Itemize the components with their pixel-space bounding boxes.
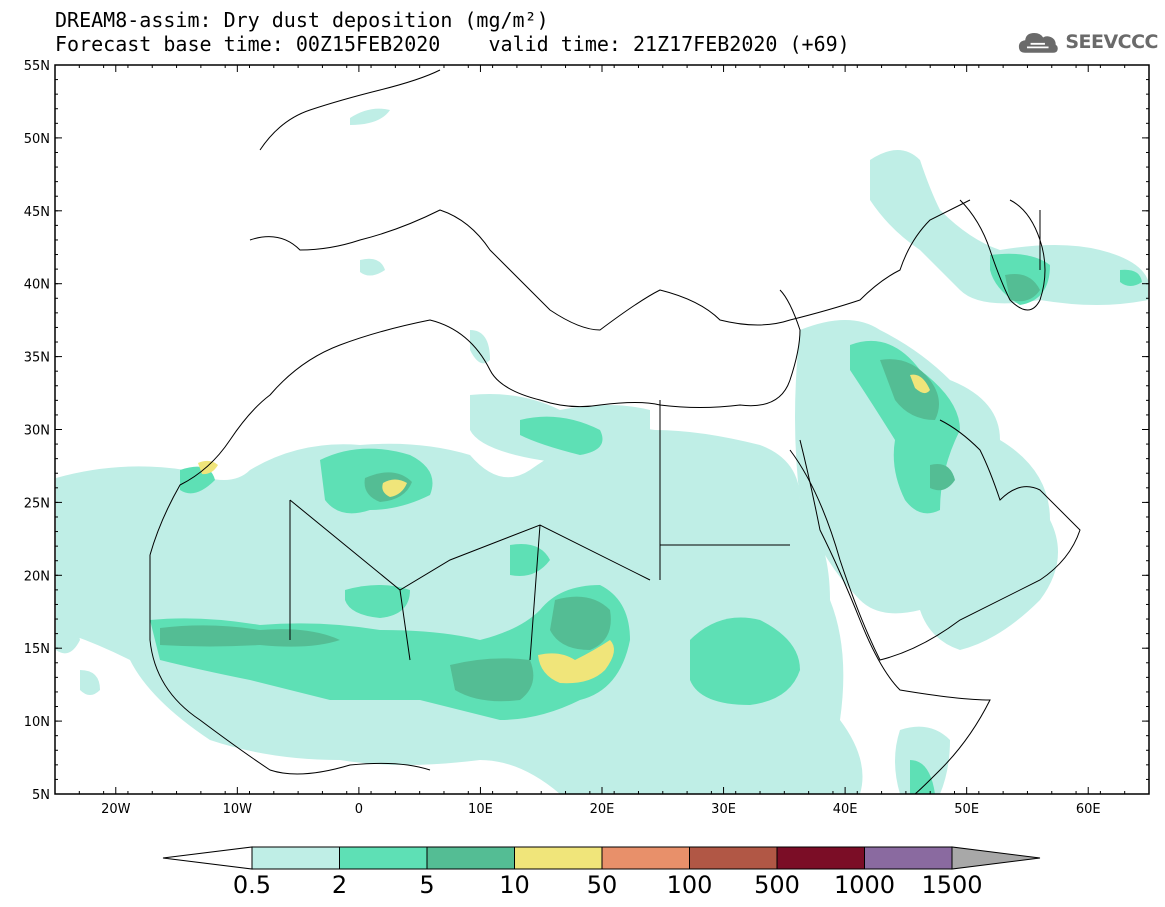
lat-axis: 55N 50N 45N 40N 35N 30N 25N 20N 15N 10N 5N (24, 59, 1149, 803)
colorbar-label: 100 (667, 871, 713, 899)
lon-axis: 20W 10W 0 10E 20E 30E 40E 50E 60E (54, 65, 1150, 817)
colorbar-label: 50 (587, 871, 618, 899)
colorbar-box (689, 846, 778, 870)
lat-label: 50N (24, 132, 50, 147)
seevccc-logo: SEEVCCC (1018, 26, 1158, 58)
lat-label: 45N (24, 205, 50, 220)
colorbar-box (864, 846, 953, 870)
lat-label: 35N (24, 351, 50, 366)
lon-label: 10E (468, 802, 493, 817)
arabia-coast (789, 419, 1081, 661)
colorbar-box (514, 846, 603, 870)
lon-label: 20W (101, 802, 131, 817)
colorbar-box (339, 846, 428, 870)
lat-label: 15N (24, 642, 50, 657)
lat-label: 20N (24, 569, 50, 584)
caspian-coast (959, 199, 1046, 311)
borders (289, 210, 1041, 661)
colorbar-label: 10 (499, 871, 530, 899)
valid-time-label: valid time: 21Z17FEB2020 (+69) (488, 32, 850, 56)
lon-label: 30E (711, 802, 736, 817)
lon-label: 20E (590, 802, 615, 817)
lon-label: 10W (223, 802, 253, 817)
logo-text: SEEVCCC (1065, 31, 1158, 53)
colorbar-label: 1500 (921, 871, 982, 899)
colorbar-label: 1000 (834, 871, 895, 899)
colorbar-label: 0.5 (233, 871, 271, 899)
colorbar-label: 500 (754, 871, 800, 899)
dust-band-0.5 (56, 108, 1148, 794)
dust-band-5 (160, 274, 1040, 702)
colorbar-box (251, 846, 340, 870)
lon-label: 0 (355, 802, 363, 817)
africa-coast (149, 289, 991, 794)
map-title: DREAM8-assim: Dry dust deposition (mg/m²… (55, 8, 549, 32)
time-info: Forecast base time: 00Z15FEB2020 valid t… (55, 33, 850, 55)
colorbar-under-triangle (162, 846, 253, 870)
europe-coast (249, 69, 971, 331)
colorbar-box (601, 846, 690, 870)
lon-label: 60E (1076, 802, 1101, 817)
lat-label: 5N (32, 788, 50, 803)
colorbar: 0.5 2 5 10 50 100 500 1000 1500 (162, 846, 1041, 899)
lat-label: 25N (24, 496, 50, 511)
dust-deposition-layer (56, 108, 1148, 794)
lon-label: 50E (954, 802, 979, 817)
coastlines-borders (149, 69, 1081, 794)
lat-label: 40N (24, 278, 50, 293)
colorbar-over-triangle (951, 846, 1041, 870)
base-time-label: Forecast base time: 00Z15FEB2020 (55, 32, 441, 56)
lon-label: 40E (833, 802, 858, 817)
colorbar-box (776, 846, 865, 870)
lat-label: 30N (24, 424, 50, 439)
lat-label: 55N (24, 59, 50, 74)
colorbar-label: 2 (332, 871, 347, 899)
dust-band-10 (198, 374, 930, 684)
colorbar-label: 5 (419, 871, 434, 899)
lat-label: 10N (24, 715, 50, 730)
colorbar-box (426, 846, 515, 870)
cloud-logo-icon (1018, 33, 1058, 53)
